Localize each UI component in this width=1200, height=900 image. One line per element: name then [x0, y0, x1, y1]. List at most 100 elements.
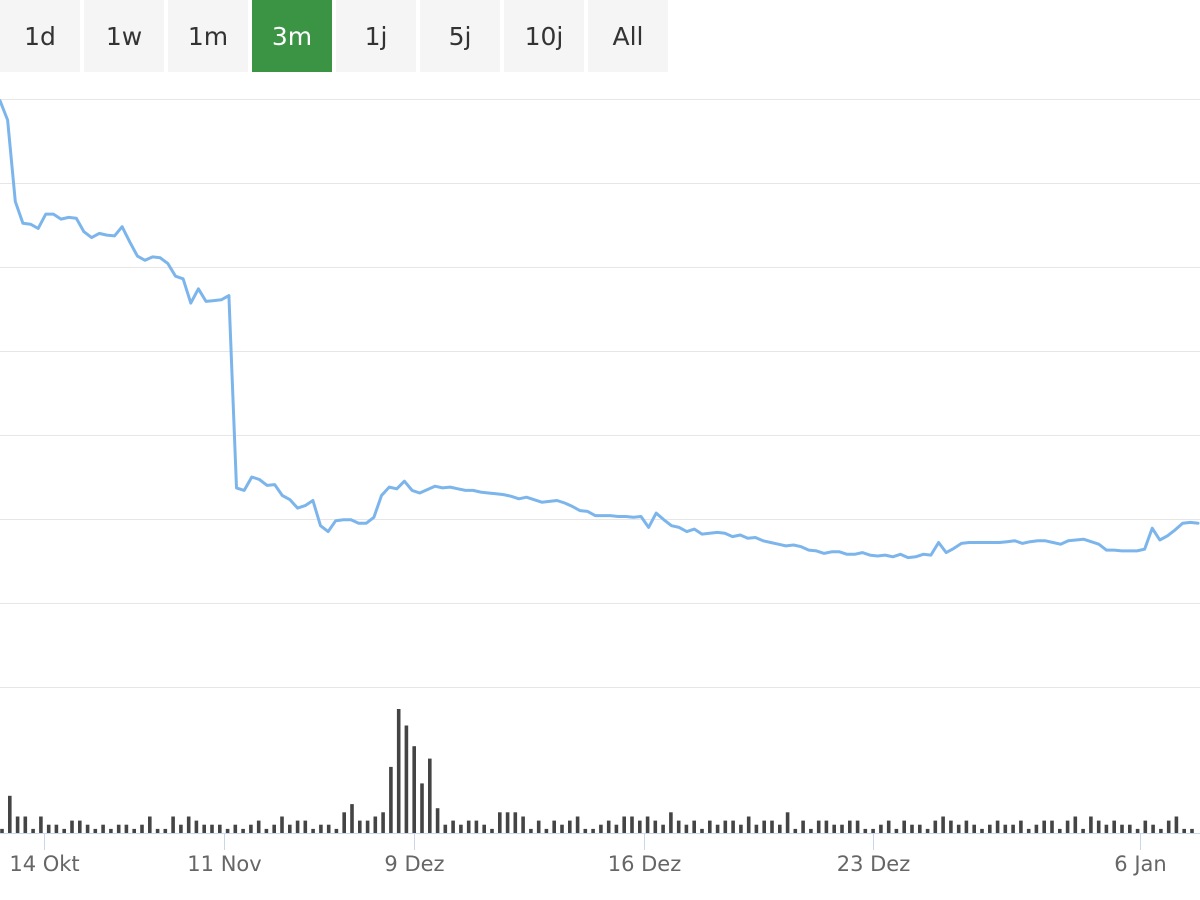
range-button-1m[interactable]: 1m	[168, 0, 248, 72]
x-tick-label: 11 Nov	[187, 852, 261, 876]
x-tick-label: 9 Dez	[384, 852, 444, 876]
volume-bar	[933, 820, 938, 833]
volume-bar	[606, 820, 611, 833]
volume-bar	[746, 816, 751, 833]
volume-bar	[350, 804, 354, 833]
volume-bar	[15, 816, 20, 833]
volume-bar	[8, 795, 12, 833]
volume-bar	[373, 816, 378, 833]
volume-bar	[124, 824, 129, 833]
volume-bar	[513, 812, 518, 833]
volume-bar	[225, 828, 230, 833]
volume-bar	[614, 824, 619, 833]
x-tick-label: 14 Okt	[9, 852, 79, 876]
volume-bar	[1151, 824, 1155, 833]
volume-bar	[365, 820, 370, 833]
volume-bar	[1042, 820, 1046, 833]
volume-bar	[334, 828, 339, 833]
volume-bar	[1174, 816, 1179, 833]
range-button-1w[interactable]: 1w	[84, 0, 164, 72]
volume-bar	[988, 824, 992, 833]
volume-bar	[202, 824, 206, 833]
volume-bar	[210, 824, 214, 833]
range-button-10j[interactable]: 10j	[504, 0, 584, 72]
volume-bar	[521, 816, 525, 833]
x-tick-label: 6 Jan	[1114, 852, 1166, 876]
range-selector: 1d 1w 1m 3m 1j 5j 10j All	[0, 0, 668, 72]
volume-bar	[661, 824, 665, 833]
volume-bar	[630, 816, 634, 833]
volume-bar	[886, 820, 891, 833]
volume-bar	[288, 824, 292, 833]
volume-bar	[171, 816, 175, 833]
volume-bar	[389, 766, 393, 833]
volume-bar	[451, 820, 455, 833]
volume-bar	[801, 820, 805, 833]
volume-bar	[1011, 824, 1015, 833]
volume-bar	[676, 820, 681, 833]
volume-bar	[186, 816, 191, 833]
volume-bar	[498, 812, 502, 833]
volume-bar	[910, 824, 914, 833]
volume-bar	[669, 812, 673, 833]
volume-bar	[116, 824, 121, 833]
range-button-3m[interactable]: 3m	[252, 0, 332, 72]
volume-bar	[241, 828, 245, 833]
range-button-5j[interactable]: 5j	[420, 0, 500, 72]
volume-bar	[1065, 820, 1070, 833]
volume-bar	[1128, 824, 1132, 833]
x-tick-label: 16 Dez	[608, 852, 682, 876]
volume-bar	[715, 824, 720, 833]
volume-bar	[871, 828, 875, 833]
volume-bar	[863, 828, 868, 833]
volume-bar	[179, 824, 183, 833]
volume-bar	[848, 820, 852, 833]
volume-bar	[964, 820, 969, 833]
volume-bar	[925, 828, 930, 833]
volume-bar	[1190, 828, 1194, 833]
range-button-1j[interactable]: 1j	[336, 0, 416, 72]
volume-bar	[39, 816, 43, 833]
volume-bar	[466, 820, 471, 833]
volume-bar	[148, 816, 152, 833]
volume-bar	[638, 820, 642, 833]
volume-bar	[194, 820, 199, 833]
volume-bar	[280, 816, 284, 833]
volume-bar	[303, 820, 308, 833]
volume-bar	[46, 824, 51, 833]
volume-bar	[575, 816, 580, 833]
volume-bar	[62, 828, 66, 833]
volume-bar	[645, 816, 650, 833]
volume-bar	[295, 820, 300, 833]
volume-bar	[1073, 816, 1078, 833]
volume-bar	[1058, 828, 1062, 833]
volume-bar	[583, 828, 588, 833]
volume-bar	[342, 812, 346, 833]
volume-bar	[435, 808, 440, 833]
x-tick-label: 23 Dez	[837, 852, 911, 876]
volume-bar	[894, 828, 899, 833]
volume-bar	[404, 725, 409, 833]
volume-bar	[155, 828, 160, 833]
range-button-all[interactable]: All	[588, 0, 668, 72]
volume-bar	[1120, 824, 1124, 833]
volume-bar	[762, 820, 766, 833]
volume-bar	[396, 709, 401, 833]
volume-bar	[428, 758, 432, 833]
volume-bar	[420, 783, 424, 833]
volume-bar	[459, 824, 463, 833]
volume-bar	[980, 828, 984, 833]
volume-bar	[723, 820, 728, 833]
range-button-1d[interactable]: 1d	[0, 0, 80, 72]
volume-bar	[918, 824, 922, 833]
volume-bar	[101, 824, 105, 833]
volume-bar	[544, 828, 549, 833]
volume-bar	[256, 820, 261, 833]
volume-bar	[816, 820, 821, 833]
volume-bar	[879, 824, 883, 833]
volume-bar	[163, 828, 168, 833]
volume-bar	[85, 824, 90, 833]
volume-bar	[1050, 820, 1054, 833]
volume-bar	[1182, 828, 1186, 833]
volume-bar	[1112, 820, 1116, 833]
